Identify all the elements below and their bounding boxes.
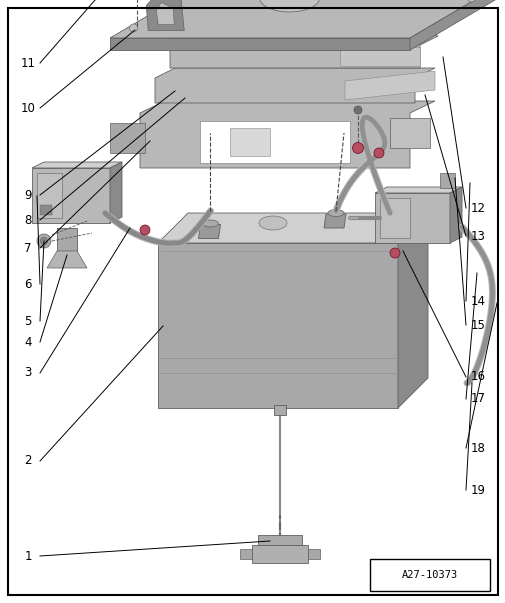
Polygon shape (409, 0, 494, 50)
Polygon shape (274, 405, 285, 415)
Text: 16: 16 (470, 370, 484, 384)
Polygon shape (251, 545, 308, 563)
Circle shape (373, 148, 383, 158)
Polygon shape (339, 47, 419, 66)
Text: 12: 12 (470, 201, 484, 215)
Text: 3: 3 (24, 367, 32, 379)
Circle shape (389, 248, 399, 258)
Polygon shape (374, 193, 449, 243)
Circle shape (352, 142, 363, 154)
Text: 13: 13 (470, 230, 484, 242)
Polygon shape (110, 0, 494, 38)
Ellipse shape (259, 0, 319, 12)
Polygon shape (170, 34, 437, 68)
Text: A27-10373: A27-10373 (401, 570, 457, 580)
Polygon shape (379, 198, 409, 238)
Polygon shape (439, 173, 454, 188)
Polygon shape (308, 549, 319, 559)
Text: 9: 9 (24, 189, 32, 201)
Text: 18: 18 (470, 441, 484, 455)
Polygon shape (110, 123, 145, 153)
Text: 2: 2 (24, 455, 32, 467)
Polygon shape (140, 101, 434, 168)
Polygon shape (32, 168, 110, 223)
Text: 7: 7 (24, 241, 32, 254)
Polygon shape (57, 228, 77, 251)
Polygon shape (389, 118, 429, 148)
Text: 15: 15 (470, 318, 484, 332)
Polygon shape (146, 0, 184, 31)
Polygon shape (374, 187, 461, 193)
Polygon shape (32, 162, 122, 168)
Polygon shape (323, 214, 345, 228)
Text: 6: 6 (24, 277, 32, 291)
Polygon shape (239, 549, 251, 559)
Text: 5: 5 (24, 315, 32, 327)
Polygon shape (110, 162, 122, 223)
Polygon shape (158, 213, 427, 243)
Circle shape (467, 0, 475, 2)
Polygon shape (156, 2, 174, 25)
Polygon shape (47, 251, 87, 268)
Text: 10: 10 (21, 101, 35, 115)
Circle shape (354, 106, 361, 114)
Polygon shape (37, 173, 62, 218)
Polygon shape (344, 71, 434, 100)
Polygon shape (230, 128, 270, 156)
Ellipse shape (259, 216, 286, 230)
Polygon shape (199, 121, 349, 163)
Text: 11: 11 (21, 57, 35, 69)
Bar (369, 559, 489, 591)
Polygon shape (397, 213, 427, 408)
Text: 4: 4 (24, 335, 32, 349)
Text: 14: 14 (470, 294, 484, 308)
Polygon shape (258, 535, 301, 545)
Polygon shape (158, 243, 397, 408)
Text: 8: 8 (24, 213, 32, 227)
Text: 1: 1 (24, 549, 32, 563)
Circle shape (140, 225, 149, 235)
Ellipse shape (327, 209, 343, 216)
Polygon shape (449, 187, 461, 243)
Text: 19: 19 (470, 484, 484, 496)
Polygon shape (110, 38, 409, 50)
Circle shape (129, 24, 137, 32)
Circle shape (37, 234, 51, 248)
Text: 17: 17 (470, 393, 484, 405)
Polygon shape (155, 68, 434, 103)
Polygon shape (40, 205, 52, 215)
Circle shape (40, 238, 47, 244)
Ellipse shape (202, 220, 218, 227)
Polygon shape (198, 224, 220, 239)
